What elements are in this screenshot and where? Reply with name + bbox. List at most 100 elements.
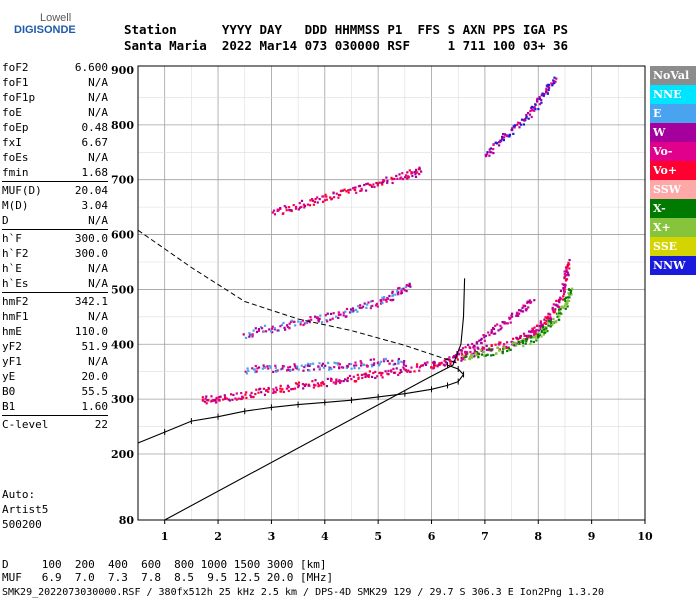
echo-point xyxy=(211,399,214,402)
echo-point xyxy=(542,333,545,336)
echo-point xyxy=(292,204,295,207)
echo-point xyxy=(568,299,571,302)
echo-point xyxy=(540,94,543,97)
echo-point xyxy=(490,349,493,352)
echo-point xyxy=(492,327,496,331)
echo-point xyxy=(379,299,382,302)
echo-point xyxy=(537,333,540,336)
legend-entry-x: X- xyxy=(650,199,696,218)
echo-point xyxy=(321,362,324,365)
param-value: 342.1 xyxy=(74,295,108,308)
echo-point xyxy=(568,259,571,262)
echo-point xyxy=(475,341,478,344)
echo-point xyxy=(207,399,210,402)
echo-point xyxy=(444,361,447,364)
echo-point xyxy=(210,395,213,398)
echo-point xyxy=(567,272,570,275)
echo-point xyxy=(252,395,255,399)
echo-point xyxy=(286,369,289,372)
echo-point xyxy=(530,115,533,119)
echo-point xyxy=(365,306,368,309)
echo-point xyxy=(522,338,525,341)
param-value: 22 xyxy=(94,418,108,431)
echo-point xyxy=(231,398,234,401)
echo-point xyxy=(559,296,562,299)
param-value: N/A xyxy=(88,214,108,227)
echo-point xyxy=(485,155,488,158)
scaled-parameters: foF2 6.600 foF1 N/A foF1p N/A foE N/A foEp 0.48 fx… xyxy=(2,60,108,432)
echo-point xyxy=(490,330,493,333)
echo-point xyxy=(275,386,278,389)
echo-point xyxy=(549,325,552,328)
echo-point xyxy=(486,151,489,154)
autoscaling-info: Auto: Artist5 500200 xyxy=(2,487,48,532)
echo-point xyxy=(484,354,488,357)
echo-point xyxy=(498,144,501,147)
echo-point xyxy=(402,361,405,364)
echo-point xyxy=(359,304,362,307)
echo-point xyxy=(284,328,287,331)
echo-point xyxy=(532,340,535,344)
echo-point xyxy=(286,384,289,387)
echo-point xyxy=(545,327,548,330)
param-row: foF2 6.600 xyxy=(2,60,108,75)
echo-point xyxy=(536,97,539,100)
echo-point xyxy=(531,327,534,330)
echo-point xyxy=(396,289,399,293)
echo-point xyxy=(314,379,317,382)
y-tick-label: 500 xyxy=(111,283,134,296)
echo-point xyxy=(274,391,277,394)
echo-point xyxy=(546,85,549,88)
footer-file-info: SMK29_2022073030000.RSF / 380fx512h 25 k… xyxy=(2,587,605,598)
echo-point xyxy=(312,203,315,206)
echo-point xyxy=(303,384,306,387)
echo-point xyxy=(357,377,360,380)
param-row: yF1 N/A xyxy=(2,354,108,369)
footer-distance-row: D 100 200 400 600 800 1000 1500 3000 [km… xyxy=(2,558,327,571)
param-row: hmE 110.0 xyxy=(2,324,108,339)
echo-point xyxy=(502,139,505,142)
echo-point xyxy=(354,380,357,383)
echo-point xyxy=(337,316,340,319)
echo-point xyxy=(533,330,536,333)
echo-point xyxy=(350,363,353,366)
echo-point xyxy=(567,292,570,295)
echo-point xyxy=(531,330,534,333)
echo-point xyxy=(242,396,245,399)
echo-point xyxy=(365,373,368,376)
echo-point xyxy=(391,294,394,297)
echo-point xyxy=(217,398,220,401)
echo-point xyxy=(512,337,515,340)
echo-point xyxy=(339,313,342,316)
echo-point xyxy=(301,319,304,322)
echo-point xyxy=(505,134,508,137)
echo-point xyxy=(532,336,535,339)
param-row: M(D) 3.04 xyxy=(2,198,108,213)
echo-point xyxy=(553,80,556,83)
echo-point xyxy=(364,372,367,375)
echo-point xyxy=(302,369,305,372)
echo-point xyxy=(322,195,325,198)
echo-point xyxy=(542,94,545,97)
auto-label: Auto: xyxy=(2,488,36,501)
echo-point xyxy=(350,310,353,313)
echo-point xyxy=(482,334,485,337)
echo-point xyxy=(488,334,491,337)
param-row: D N/A xyxy=(2,213,108,228)
echo-point xyxy=(407,369,410,372)
echo-point xyxy=(306,203,309,206)
echo-point xyxy=(381,301,384,305)
param-value: 51.9 xyxy=(81,340,109,353)
echo-point xyxy=(334,382,337,385)
echo-point xyxy=(501,350,504,353)
echo-point xyxy=(392,363,395,366)
echo-point xyxy=(483,354,486,357)
echo-point xyxy=(494,332,497,335)
echo-point xyxy=(469,355,472,358)
echo-point xyxy=(492,152,495,155)
echo-point xyxy=(570,289,573,292)
echo-point xyxy=(302,387,305,390)
echo-point xyxy=(337,380,340,383)
echo-point xyxy=(251,367,254,370)
echo-point xyxy=(471,342,474,346)
